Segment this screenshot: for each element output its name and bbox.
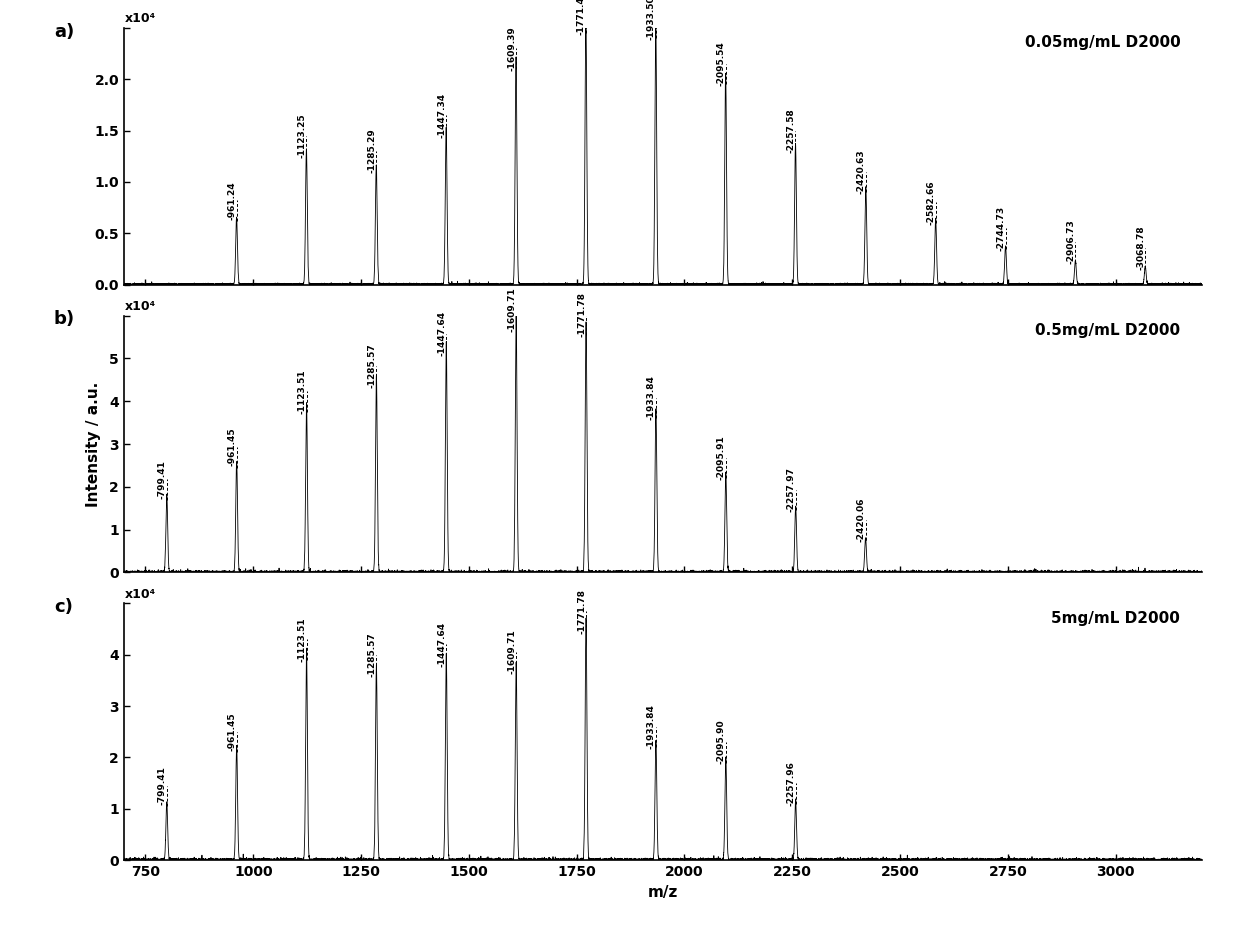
Text: -1771.78: -1771.78: [577, 291, 586, 337]
Text: -1609.39: -1609.39: [507, 26, 515, 70]
Text: x10⁴: x10⁴: [125, 587, 156, 600]
Text: -3068.78: -3068.78: [1136, 226, 1145, 270]
Text: -1447.64: -1447.64: [437, 311, 446, 356]
Text: -2420.63: -2420.63: [857, 149, 866, 194]
Text: -2744.73: -2744.73: [996, 205, 1006, 251]
Text: -1771.78: -1771.78: [577, 588, 586, 634]
Y-axis label: Intensity / a.u.: Intensity / a.u.: [85, 381, 100, 507]
Text: 5mg/mL D2000: 5mg/mL D2000: [1052, 611, 1181, 626]
Text: -1609.71: -1609.71: [507, 630, 517, 674]
Text: -2257.97: -2257.97: [787, 467, 795, 512]
Text: -1933.84: -1933.84: [647, 376, 655, 420]
Text: -2582.66: -2582.66: [927, 180, 935, 225]
Text: x10⁴: x10⁴: [125, 12, 156, 25]
Text: -1933.84: -1933.84: [647, 704, 655, 749]
Text: -1285.29: -1285.29: [367, 129, 377, 174]
Text: -799.41: -799.41: [157, 766, 167, 805]
Text: -2095.91: -2095.91: [717, 436, 726, 480]
Text: -2095.90: -2095.90: [717, 720, 726, 764]
Text: -2906.73: -2906.73: [1067, 219, 1075, 264]
Text: -1123.25: -1123.25: [297, 114, 306, 158]
Text: -961.45: -961.45: [228, 712, 237, 751]
Text: -1123.51: -1123.51: [297, 369, 306, 413]
Text: -2257.96: -2257.96: [787, 760, 795, 806]
Text: b): b): [53, 311, 76, 328]
Text: -1933.50: -1933.50: [647, 0, 655, 40]
Text: -1123.51: -1123.51: [297, 617, 306, 661]
Text: -2420.06: -2420.06: [856, 498, 866, 542]
X-axis label: m/z: m/z: [648, 884, 678, 900]
Text: -2095.54: -2095.54: [716, 42, 726, 86]
Text: x10⁴: x10⁴: [125, 300, 156, 313]
Text: -1609.71: -1609.71: [507, 288, 517, 332]
Text: -799.41: -799.41: [157, 460, 167, 499]
Text: 0.5mg/mL D2000: 0.5mg/mL D2000: [1035, 323, 1181, 339]
Text: c): c): [53, 598, 73, 616]
Text: -1285.57: -1285.57: [368, 343, 377, 388]
Text: -2257.58: -2257.58: [787, 108, 795, 153]
Text: a): a): [53, 22, 74, 41]
Text: 0.05mg/mL D2000: 0.05mg/mL D2000: [1025, 35, 1181, 51]
Text: -1771.45: -1771.45: [577, 0, 586, 35]
Text: -961.24: -961.24: [228, 181, 237, 220]
Text: -1447.34: -1447.34: [437, 92, 446, 138]
Text: -1285.57: -1285.57: [368, 633, 377, 677]
Text: -1447.64: -1447.64: [437, 622, 446, 667]
Text: -961.45: -961.45: [228, 427, 237, 466]
